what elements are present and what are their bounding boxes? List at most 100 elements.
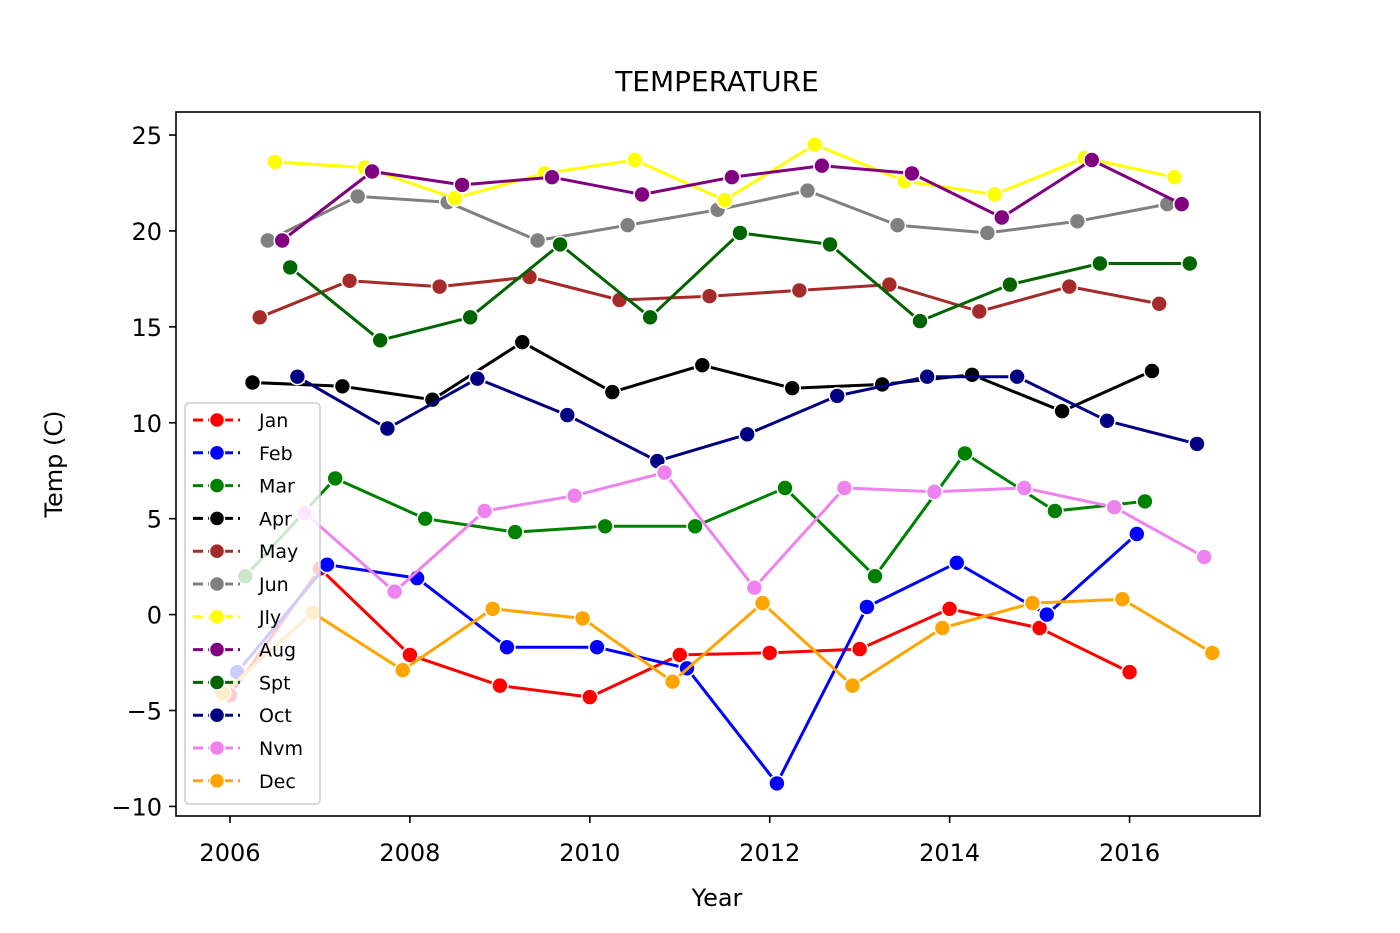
legend-item-aug: Aug (193, 640, 296, 662)
legend-item-jan: Jan (193, 410, 288, 432)
x-tick-label: 2012 (739, 839, 800, 867)
data-point (866, 567, 884, 586)
x-tick-label: 2016 (1099, 839, 1160, 867)
data-point (888, 216, 907, 234)
data-point (940, 599, 959, 618)
data-point (1008, 367, 1026, 386)
data-point (596, 517, 614, 536)
data-point (985, 185, 1004, 204)
data-point (956, 444, 974, 463)
data-point (670, 646, 689, 664)
legend-label: Nvm (259, 738, 303, 760)
data-point (326, 469, 345, 488)
data-point (281, 258, 300, 277)
data-point (340, 271, 359, 290)
data-point (1068, 212, 1087, 231)
plot-area (214, 135, 1222, 793)
data-point (970, 302, 989, 321)
legend-box (184, 402, 321, 805)
data-point (1001, 275, 1019, 294)
data-point (693, 356, 712, 375)
y-axis-label: Temp (C) (40, 410, 68, 518)
legend-label: May (259, 541, 298, 563)
data-point (835, 479, 854, 497)
data-point (618, 216, 637, 234)
data-point (1091, 254, 1109, 273)
data-point (461, 308, 480, 327)
legend-item-feb: Feb (193, 443, 293, 465)
data-point (745, 578, 764, 597)
legend-item-jly: Jly (193, 607, 281, 629)
data-point (468, 369, 487, 388)
legend-marker (208, 739, 226, 757)
data-point (1113, 590, 1132, 609)
data-point (588, 638, 606, 657)
data-point (430, 277, 449, 296)
data-point (1195, 548, 1213, 566)
data-point (520, 268, 539, 286)
data-point (783, 379, 802, 398)
data-point (1165, 168, 1184, 186)
data-point (858, 598, 876, 616)
y-tick-label: 10 (131, 410, 162, 438)
legend-label: Mar (259, 476, 295, 498)
data-point (288, 367, 307, 386)
legend-marker (208, 575, 226, 593)
data-point (416, 509, 435, 528)
axis-ticks: 2006 2008 2010 2012 2014 2016 −10 −5 0 5 10 15 20 25 (111, 122, 1160, 867)
data-point (446, 189, 464, 208)
series-oct (288, 367, 1206, 470)
axes-frame (175, 111, 1261, 817)
data-point (453, 176, 471, 194)
series-apr (243, 333, 1161, 421)
data-point (573, 609, 592, 628)
data-point (1143, 362, 1161, 380)
data-point (348, 187, 367, 206)
y-tick-label: −10 (111, 793, 162, 821)
data-point (663, 672, 682, 691)
x-tick-label: 2006 (199, 839, 260, 867)
data-point (753, 594, 772, 612)
legend-marker (208, 543, 226, 560)
data-point (813, 156, 831, 175)
legend-label: Spt (259, 672, 291, 694)
data-point (738, 425, 757, 444)
data-point (1172, 195, 1191, 213)
legend-item-apr: Apr (193, 508, 292, 530)
data-point (641, 308, 659, 327)
data-point (798, 181, 817, 200)
legend-label: Apr (259, 508, 292, 530)
data-point (603, 383, 622, 401)
data-point (768, 774, 786, 793)
data-point (543, 168, 561, 186)
legend-marker (208, 772, 226, 789)
data-point (655, 463, 674, 482)
legend-item-nvm: Nvm (193, 738, 303, 760)
data-point (250, 308, 269, 327)
y-tick-label: 5 (147, 506, 162, 534)
data-point (378, 419, 397, 438)
data-point (333, 377, 352, 396)
data-point (1188, 435, 1206, 453)
data-point (393, 661, 412, 680)
legend-item-may: May (193, 541, 298, 563)
data-point (686, 517, 704, 536)
data-point (1015, 479, 1034, 497)
data-point (318, 555, 336, 574)
data-point (911, 312, 929, 330)
data-point (760, 644, 779, 662)
series-line (221, 597, 1214, 695)
data-point (925, 482, 944, 501)
legend: Jan Feb Mar Apr May Jun Jly Aug Spt Oct Nvm Dec (184, 402, 321, 805)
data-point (1181, 254, 1199, 273)
data-point (903, 164, 921, 183)
legend-label: Aug (259, 640, 296, 662)
y-tick-label: 20 (131, 218, 162, 246)
legend-marker (208, 477, 226, 494)
data-point (731, 224, 749, 242)
data-point (821, 235, 839, 254)
x-tick-label: 2010 (559, 839, 620, 867)
legend-item-spt: Spt (193, 672, 291, 694)
data-point (700, 287, 719, 306)
